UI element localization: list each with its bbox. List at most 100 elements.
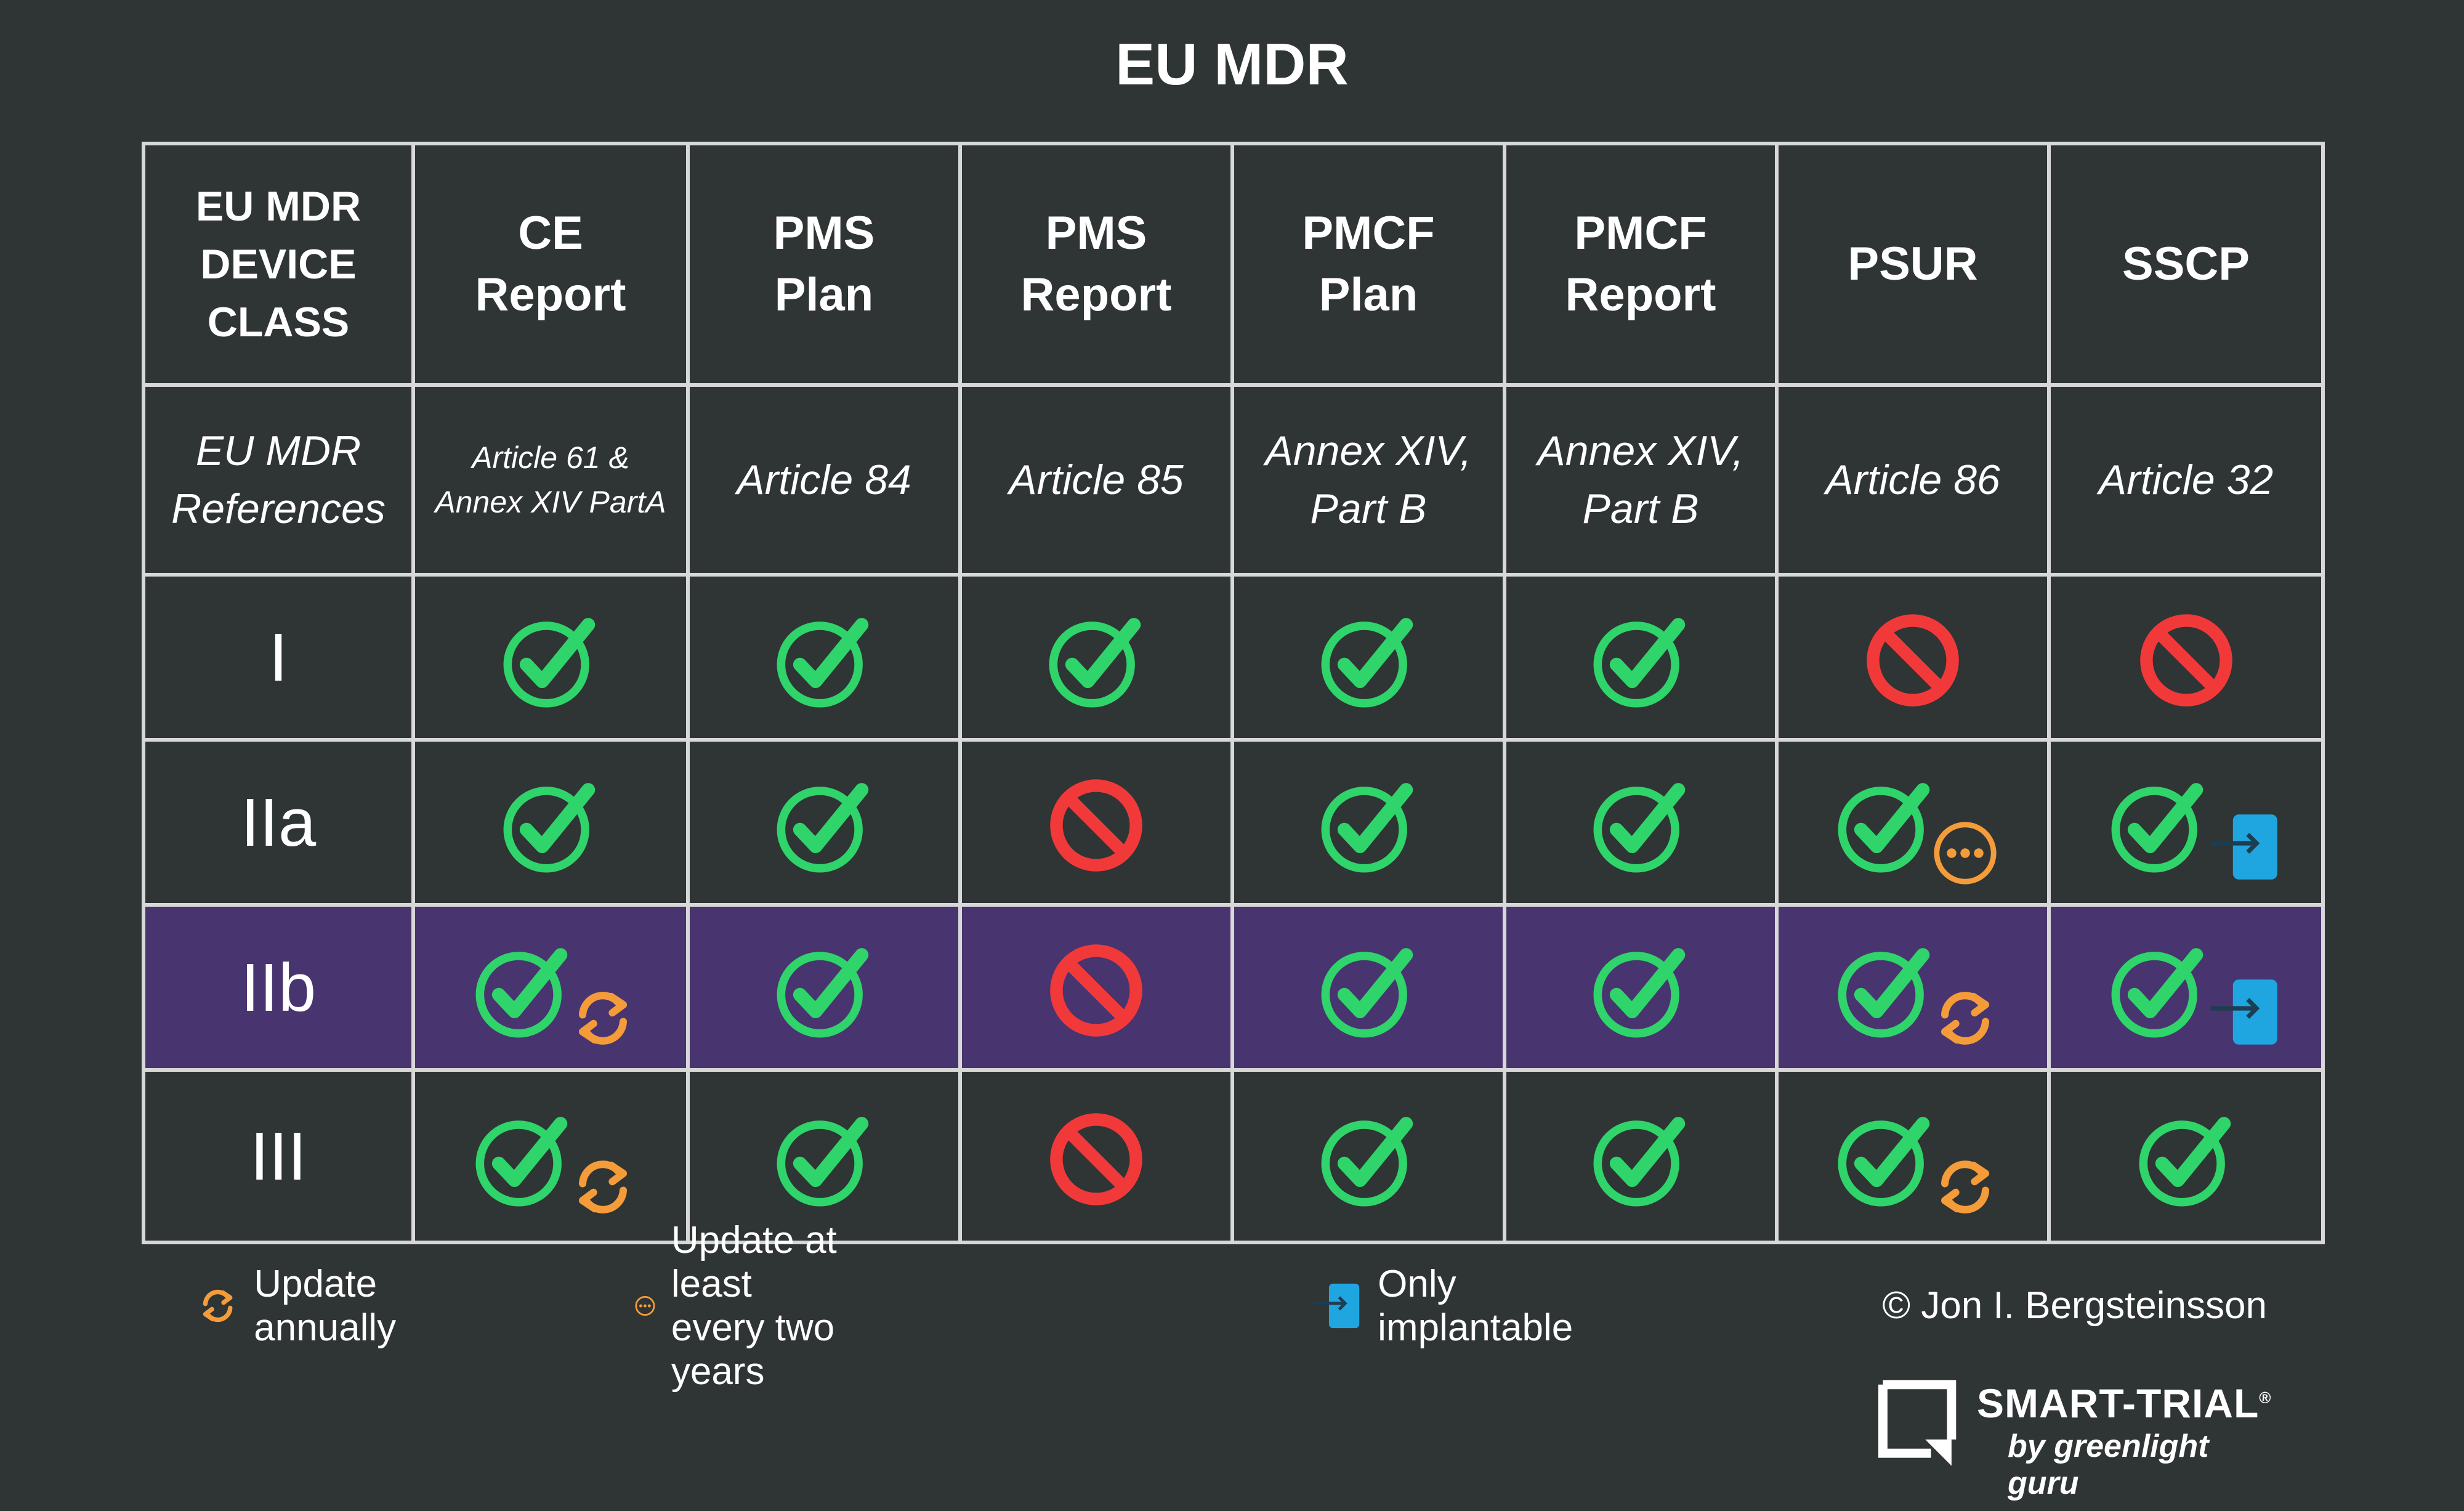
check-circle-icon [446, 932, 631, 1045]
cell-psur [1779, 907, 2051, 1072]
header-line2: Plan [774, 269, 874, 321]
cell-pms-plan [690, 742, 962, 907]
check-circle-icon [2125, 1101, 2248, 1212]
cell-pmcf-report [1506, 577, 1779, 742]
refresh-cycle-icon [569, 1153, 637, 1221]
prohibited-icon [1851, 602, 1974, 713]
check-circle-icon [1808, 932, 1993, 1045]
reference-line1: Article 85 [1009, 456, 1184, 503]
cell-pms-report [962, 742, 1234, 907]
cell-psur [1779, 1072, 2051, 1241]
reference-pms-report: Article 85 [962, 387, 1234, 577]
logo-name: SMART-TRIAL® [1977, 1380, 2271, 1427]
device-class-cell: III [145, 1072, 415, 1241]
cell-pms-plan [690, 577, 962, 742]
cell-sscp [2051, 577, 2321, 742]
check-circle-icon [1307, 767, 1430, 878]
reference-pms-plan: Article 84 [690, 387, 962, 577]
cell-pmcf-plan [1234, 1072, 1506, 1241]
header-line1: SSCP [2122, 238, 2250, 290]
device-class-label: IIa [240, 784, 317, 861]
cell-psur [1779, 742, 2051, 907]
check-circle-icon [489, 602, 612, 713]
cell-pms-plan [690, 1072, 962, 1241]
check-circle-icon [762, 1101, 886, 1212]
check-circle-icon [2082, 767, 2277, 880]
header-line2: Plan [1319, 269, 1418, 321]
cell-pms-report [962, 577, 1234, 742]
cell-pmcf-report [1506, 742, 1779, 907]
check-circle-icon [762, 932, 886, 1043]
legend-implant-label: Only implantable [1378, 1263, 1573, 1349]
requirements-table: EU MDR DEVICE CLASS CE Report PMS Plan P… [142, 142, 2325, 1244]
cell-ce-report [415, 907, 690, 1072]
check-circle-icon [762, 767, 886, 878]
references-label-line2: References [171, 485, 386, 532]
reference-line1: Article 86 [1825, 456, 2000, 503]
prohibited-icon [1035, 932, 1158, 1043]
check-circle-icon [1808, 1101, 1993, 1213]
implant-arrow-icon [1314, 1283, 1360, 1329]
ellipsis-circle-icon [1931, 819, 1999, 887]
implant-arrow-icon [2208, 975, 2282, 1049]
header-line1: PMS [773, 207, 875, 259]
header-pms-report: PMS Report [962, 145, 1234, 387]
header-device-class: EU MDR DEVICE CLASS [145, 145, 415, 387]
header-line1: CE [518, 207, 583, 259]
device-class-cell: IIa [145, 742, 415, 907]
reference-line2: Part B [1310, 485, 1427, 532]
check-circle-icon [1307, 932, 1430, 1043]
refresh-cycle-icon [1931, 984, 1999, 1052]
header-device-class-line2: DEVICE [200, 241, 357, 288]
header-sscp: SSCP [2051, 145, 2321, 387]
prohibited-icon [1035, 1101, 1158, 1212]
header-line2: Report [1565, 269, 1716, 321]
cell-ce-report [415, 1072, 690, 1241]
header-line2: Report [475, 269, 626, 321]
header-device-class-line1: EU MDR [195, 183, 362, 230]
header-pmcf-plan: PMCF Plan [1234, 145, 1506, 387]
check-circle-icon [1307, 1101, 1430, 1212]
refresh-cycle-icon [203, 1289, 233, 1323]
cell-pms-report [962, 907, 1234, 1072]
logo-registered: ® [2259, 1388, 2272, 1407]
header-line1: PMS [1045, 207, 1147, 259]
implant-arrow-icon [2208, 810, 2282, 884]
reference-sscp: Article 32 [2051, 387, 2321, 577]
cell-pms-plan [690, 907, 962, 1072]
cell-sscp [2051, 1072, 2321, 1241]
cell-ce-report [415, 742, 690, 907]
legend-implant: Only implantable [1312, 1263, 1590, 1349]
reference-line1: Article 61 & [472, 440, 629, 475]
reference-line1: Article 32 [2098, 456, 2274, 503]
reference-ce-report: Article 61 & Annex XIV PartA [415, 387, 690, 577]
prohibited-icon [1035, 767, 1158, 878]
check-circle-icon [2082, 932, 2277, 1045]
cell-pmcf-plan [1234, 907, 1506, 1072]
header-line2: Report [1020, 269, 1172, 321]
logo-name-text: SMART-TRIAL [1977, 1380, 2260, 1426]
references-label-line1: EU MDR [195, 427, 362, 474]
cell-psur [1779, 577, 2051, 742]
device-class-label: IIb [240, 949, 317, 1026]
header-line1: PSUR [1848, 238, 1978, 290]
logo-tagline: by greenlight guru [2008, 1428, 2209, 1501]
reference-line1: Article 84 [737, 456, 911, 503]
check-circle-icon [1035, 602, 1158, 713]
cell-sscp [2051, 742, 2321, 907]
device-class-cell: I [145, 577, 415, 742]
device-class-cell: IIb [145, 907, 415, 1072]
legend-biennial-label: Update at least every two years [671, 1219, 837, 1393]
page-title: EU MDR [1115, 31, 1349, 97]
legend-biennial: Update at least every two years [634, 1219, 841, 1393]
refresh-cycle-icon [1931, 1153, 1999, 1221]
header-ce-report: CE Report [415, 145, 690, 387]
header-line1: PMCF [1302, 207, 1435, 259]
cell-pmcf-plan [1234, 577, 1506, 742]
prohibited-icon [2125, 602, 2248, 713]
check-circle-icon [1307, 602, 1430, 713]
reference-line2: Part B [1582, 485, 1699, 532]
reference-line1: Annex XIV, [1265, 427, 1472, 474]
reference-line2: Annex XIV PartA [435, 485, 666, 519]
check-circle-icon [1579, 767, 1702, 878]
